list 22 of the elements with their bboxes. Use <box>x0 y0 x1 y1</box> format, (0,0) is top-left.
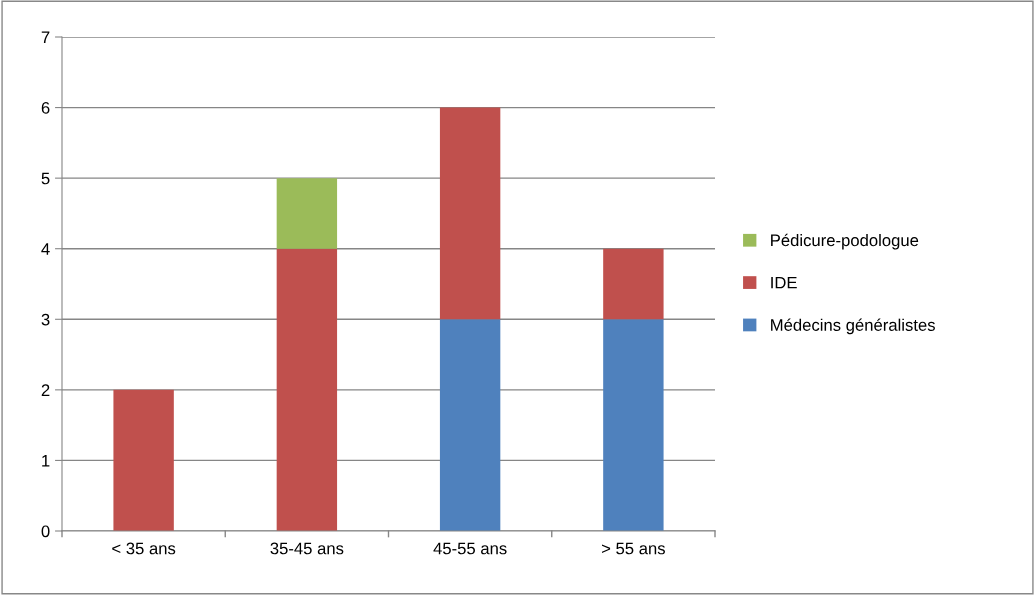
y-tick-label: 6 <box>41 101 50 114</box>
x-tick-label: > 55 ans <box>602 542 665 555</box>
y-tick-label: 1 <box>42 455 50 467</box>
bar <box>113 389 174 531</box>
y-tick-label: 0 <box>41 525 50 538</box>
bar <box>276 248 338 531</box>
legend-label: Médecins généralistes <box>771 318 935 335</box>
x-tick-label: 35-45 ans <box>270 542 344 555</box>
bar <box>603 248 664 320</box>
bar <box>603 319 664 531</box>
x-tick-label: 45-55 ans <box>433 542 507 555</box>
legend-label: Pédicure-podologue <box>771 233 919 250</box>
bar <box>439 107 501 320</box>
legend-label: IDE <box>771 276 797 289</box>
y-tick-label: 3 <box>41 313 50 326</box>
bar <box>276 178 338 249</box>
y-tick-label: 2 <box>41 384 50 396</box>
x-tick-label: < 35 ans <box>112 542 176 555</box>
bar <box>439 319 501 531</box>
y-tick-label: 7 <box>41 31 50 44</box>
y-tick-label: 4 <box>41 243 50 255</box>
y-tick-label: 5 <box>41 172 50 185</box>
